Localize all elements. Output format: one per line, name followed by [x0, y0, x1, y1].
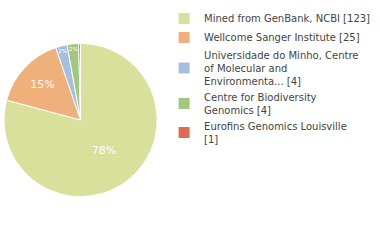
svg-text:0%: 0%	[79, 44, 81, 45]
svg-text:15%: 15%	[30, 78, 54, 91]
svg-text:Centre for BiodiversityGenomic: Centre for BiodiversityGenomics [4]	[204, 92, 317, 116]
svg-text:2%: 2%	[58, 48, 67, 54]
svg-text:2%: 2%	[69, 46, 78, 52]
svg-text:Eurofins Genomics Louisville[1: Eurofins Genomics Louisville[1]	[204, 121, 347, 145]
svg-text:Wellcome Sanger Institute [25]: Wellcome Sanger Institute [25]	[204, 32, 360, 43]
svg-text:Mined from GenBank, NCBI [123]: Mined from GenBank, NCBI [123]	[204, 13, 370, 24]
svg-text:78%: 78%	[92, 144, 116, 157]
svg-text:Universidade do Minho, Centreo: Universidade do Minho, Centreof Molecula…	[204, 50, 358, 87]
